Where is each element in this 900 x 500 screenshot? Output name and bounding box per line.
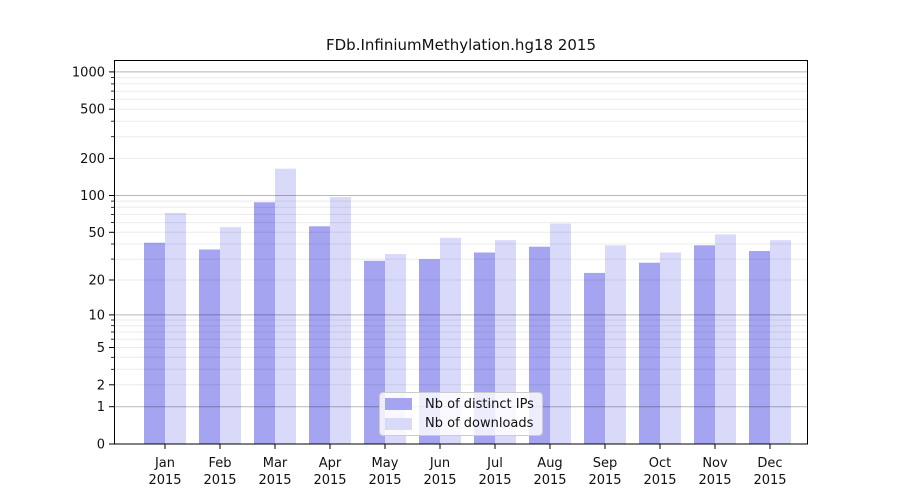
x-tick-label-month: Nov	[702, 456, 728, 471]
legend-swatch-distinct-ips	[385, 398, 412, 411]
bar-jan-downloads	[165, 212, 186, 444]
x-tick-label-year: 2015	[753, 473, 786, 488]
x-tick-label-month: Aug	[537, 456, 562, 471]
x-tick-label-year: 2015	[423, 473, 456, 488]
bar-mar-distinct-ips	[254, 202, 275, 444]
bar-nov-distinct-ips	[694, 245, 715, 444]
x-tick-label-month: Oct	[649, 456, 671, 471]
bar-oct-distinct-ips	[639, 262, 660, 444]
bar-apr-downloads	[330, 197, 351, 444]
plot-frame	[114, 60, 808, 445]
x-tick-label-month: Jul	[486, 456, 503, 471]
y-tick-label: 5	[97, 341, 105, 356]
y-tick-label: 0	[97, 438, 105, 453]
x-tick-label-month: Jun	[429, 456, 450, 471]
legend-entry-distinct-ips: Nb of distinct IPs	[385, 396, 542, 412]
bar-apr-distinct-ips	[309, 226, 330, 444]
legend-swatch-downloads	[385, 417, 412, 430]
x-tick-label-month: Apr	[319, 456, 342, 471]
x-tick-label-year: 2015	[313, 473, 346, 488]
x-tick-label-year: 2015	[698, 473, 731, 488]
x-tick-label-month: Feb	[208, 456, 231, 471]
bar-oct-downloads	[660, 252, 681, 444]
y-tick-label: 50	[88, 226, 105, 241]
x-tick-label-year: 2015	[533, 473, 566, 488]
x-tick-label-year: 2015	[148, 473, 181, 488]
bar-mar-downloads	[275, 168, 296, 444]
y-tick-label: 500	[80, 103, 105, 118]
bar-jan-distinct-ips	[144, 242, 165, 444]
bar-feb-distinct-ips	[199, 249, 220, 444]
y-tick-label: 100	[80, 189, 105, 204]
bar-dec-distinct-ips	[749, 251, 770, 444]
legend-label-downloads: Nb of downloads	[425, 416, 534, 432]
x-tick-label-year: 2015	[478, 473, 511, 488]
y-tick-label: 1	[97, 400, 105, 415]
x-tick-label-year: 2015	[203, 473, 236, 488]
y-tick-label: 20	[88, 274, 105, 289]
bar-sep-downloads	[605, 245, 626, 444]
x-tick-label-month: Dec	[757, 456, 782, 471]
x-tick-label-month: Mar	[263, 456, 288, 471]
x-tick-label-year: 2015	[258, 473, 291, 488]
x-tick-label-year: 2015	[588, 473, 621, 488]
x-tick-label-month: May	[372, 456, 399, 471]
legend-label-distinct-ips: Nb of distinct IPs	[425, 396, 534, 412]
bar-dec-downloads	[770, 240, 791, 444]
legend: Nb of distinct IPs Nb of downloads	[379, 392, 543, 436]
y-tick-label: 1000	[72, 65, 105, 80]
legend-entry-downloads: Nb of downloads	[385, 416, 542, 432]
y-tick-label: 2	[97, 378, 105, 393]
bar-nov-downloads	[715, 234, 736, 444]
axis-layer: 0 1 2 5 10 20 50 100 200 500 1000 Jan 2015 Feb 2015 Mar…	[72, 65, 787, 488]
bar-feb-downloads	[220, 227, 241, 444]
bar-sep-distinct-ips	[584, 272, 605, 444]
y-tick-label: 10	[88, 308, 105, 323]
x-tick-label-month: Jan	[154, 456, 175, 471]
bar-aug-downloads	[550, 223, 571, 444]
y-tick-label: 200	[80, 152, 105, 167]
x-tick-label-year: 2015	[368, 473, 401, 488]
x-tick-label-month: Sep	[593, 456, 618, 471]
grid-layer	[114, 71, 808, 408]
chart-title: FDb.InfiniumMethylation.hg18 2015	[326, 36, 596, 54]
x-tick-label-year: 2015	[643, 473, 676, 488]
